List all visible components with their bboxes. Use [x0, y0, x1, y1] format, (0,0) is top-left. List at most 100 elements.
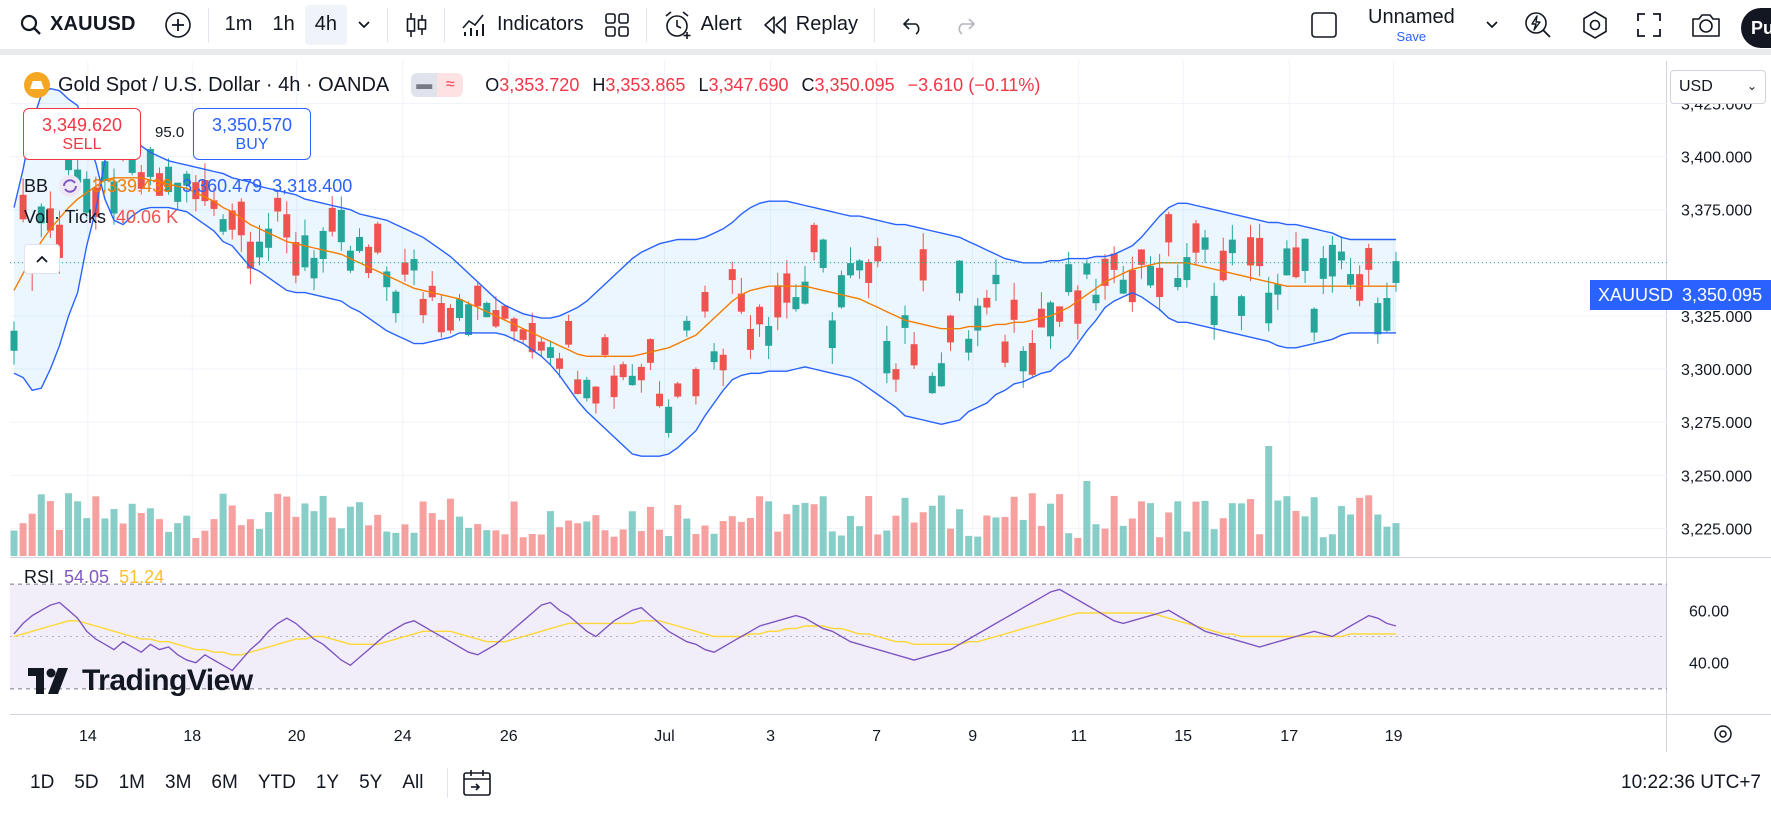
volume-bar	[74, 501, 82, 556]
candle-body	[55, 224, 63, 258]
volume-bar	[656, 529, 664, 556]
divider	[207, 7, 209, 42]
axis-settings-corner[interactable]	[1667, 714, 1771, 752]
undo-button[interactable]	[881, 5, 935, 45]
clock[interactable]: 10:22:36 UTC+7	[1621, 772, 1761, 793]
candle-body	[565, 320, 573, 345]
volume-bar	[174, 523, 182, 556]
volume-legend[interactable]: Vol · Ticks 40.06 K	[24, 207, 178, 228]
brand-name: TradingView	[82, 664, 253, 697]
timeframe-1h[interactable]: 1h	[272, 13, 295, 35]
chart-type-button[interactable]	[394, 5, 438, 45]
volume-bar	[319, 495, 327, 556]
go-to-date-icon[interactable]	[462, 769, 492, 797]
settings-icon[interactable]	[1667, 715, 1771, 753]
candle-body	[919, 249, 927, 281]
volume-bar	[646, 506, 654, 556]
bb-legend[interactable]: BB 3,339.439 3,360.479 3,318.400	[24, 174, 352, 198]
range-5d[interactable]: 5D	[74, 772, 99, 793]
volume-bar	[1074, 537, 1082, 556]
publish-button[interactable]: Pu	[1741, 8, 1771, 48]
compare-symbol-button[interactable]	[146, 5, 202, 45]
volume-bar	[310, 511, 318, 556]
indicator-pill[interactable]: ▬ ≈	[411, 73, 464, 97]
redo-button[interactable]	[935, 5, 989, 45]
candle-body	[865, 261, 873, 283]
bottom-toolbar: 1D 5D 1M 3M 6M YTD 1Y 5Y All 10:22:36 UT…	[0, 752, 1771, 814]
divider	[645, 7, 647, 42]
fullscreen-button[interactable]	[1626, 5, 1672, 45]
candle-body	[728, 269, 736, 281]
range-5y[interactable]: 5Y	[359, 772, 383, 793]
volume-bar	[756, 496, 764, 556]
rewind-icon	[762, 14, 788, 36]
candle-body	[174, 182, 182, 202]
candle-body	[128, 147, 136, 173]
top-toolbar: XAUUSD 1m 1h 4h Indicators Alert	[0, 0, 1771, 55]
rsi-ma-line	[13, 612, 1396, 656]
volume-bar	[1101, 528, 1109, 556]
layout-selector[interactable]: Unnamed Save	[1300, 5, 1509, 45]
range-all[interactable]: All	[402, 772, 424, 793]
main-chart-pane[interactable]	[10, 61, 1667, 556]
currency-selector[interactable]: USD ⌄	[1670, 70, 1766, 104]
price-scale[interactable]: 3,425.000 3,400.000 3,375.000 3,325.000 3,30…	[1667, 61, 1771, 556]
candle-body	[1056, 306, 1064, 322]
settings-button[interactable]	[1570, 5, 1620, 45]
volume-value: 40.06 K	[116, 207, 179, 227]
chart-legend: Gold Spot / U.S. Dollar · 4h · OANDA ▬ ≈…	[24, 72, 1048, 98]
volume-bar	[783, 514, 791, 556]
candle-body	[683, 320, 691, 331]
range-ytd[interactable]: YTD	[257, 772, 296, 793]
volume-bar	[1219, 518, 1227, 556]
symbol-title[interactable]: Gold Spot / U.S. Dollar · 4h · OANDA	[58, 73, 390, 96]
replay-button[interactable]: Replay	[752, 5, 868, 45]
candle-body	[819, 239, 827, 268]
candle-body	[656, 393, 664, 407]
volume-bar	[983, 515, 991, 556]
volume-bar	[801, 502, 809, 556]
divider	[386, 7, 388, 42]
alert-button[interactable]: Alert	[653, 5, 752, 45]
timeframe-dropdown[interactable]	[347, 5, 381, 45]
timeframe-4h[interactable]: 4h	[304, 4, 347, 45]
chevron-down-icon[interactable]	[1485, 20, 1499, 30]
save-link[interactable]: Save	[1396, 28, 1427, 44]
range-1d[interactable]: 1D	[30, 772, 55, 793]
candle-body	[537, 341, 545, 351]
price-chart[interactable]	[10, 61, 1667, 556]
range-6m[interactable]: 6M	[211, 772, 238, 793]
volume-bar	[237, 525, 245, 556]
open-key: O	[485, 74, 500, 95]
rsi-pane[interactable]	[10, 557, 1667, 714]
sell-button[interactable]: 3,349.620 SELL	[23, 108, 141, 160]
rsi-scale[interactable]: 60.00 40.00	[1667, 557, 1771, 714]
time-axis[interactable]: 14 18 20 24 26 Jul 3 7 9 11 15 17 19	[10, 714, 1667, 752]
symbol-search[interactable]: XAUUSD	[0, 5, 146, 45]
quick-search-button[interactable]	[1513, 5, 1563, 45]
volume-bar	[519, 537, 527, 556]
candle-body	[983, 297, 991, 308]
price-tick-label: 3,225.000	[1681, 521, 1752, 538]
range-3m[interactable]: 3M	[165, 772, 192, 793]
timeframe-1m[interactable]: 1m	[224, 13, 253, 35]
candle-body	[1247, 237, 1255, 266]
indicators-button[interactable]: Indicators	[451, 5, 594, 45]
collapse-legend-button[interactable]	[24, 244, 60, 274]
buy-button[interactable]: 3,350.570 BUY	[193, 108, 311, 160]
range-1m[interactable]: 1M	[118, 772, 145, 793]
range-1y[interactable]: 1Y	[315, 772, 340, 793]
rsi-tick-label: 60.00	[1689, 603, 1729, 620]
rsi-scale-labels: 60.00 40.00	[1689, 603, 1729, 672]
volume-bar	[501, 534, 509, 556]
candle-body	[155, 173, 163, 196]
candle-body	[210, 200, 218, 209]
candle-body	[1128, 269, 1136, 303]
rsi-chart[interactable]	[10, 558, 1667, 715]
volume-bar	[856, 526, 864, 556]
candle-body	[892, 369, 900, 380]
tradingview-logo[interactable]: TradingView	[28, 664, 253, 698]
layout-templates-button[interactable]	[594, 5, 640, 45]
snapshot-button[interactable]	[1680, 5, 1732, 45]
rsi-legend[interactable]: RSI 54.05 51.24	[24, 567, 164, 588]
